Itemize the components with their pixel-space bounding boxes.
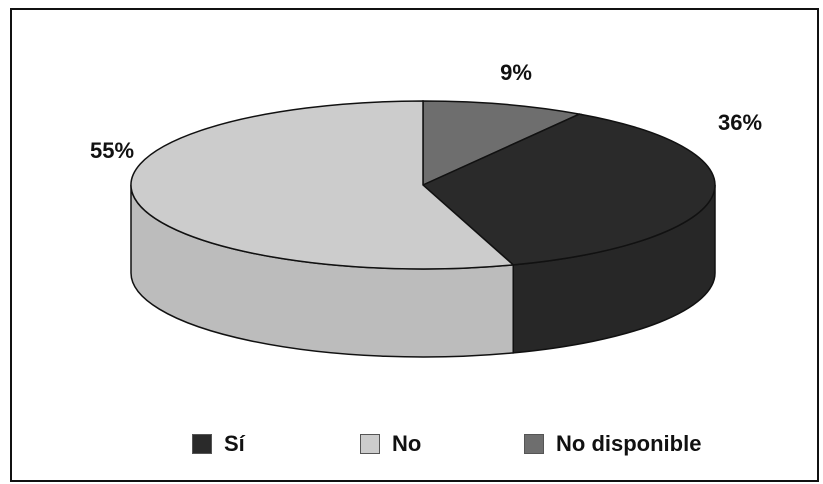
data-label-si: 36% — [718, 110, 762, 135]
pie-chart: 9% 36% 55% — [90, 60, 762, 358]
legend-swatch-no — [360, 434, 380, 454]
pie-slice-no — [130, 100, 516, 270]
legend-label-no: No — [392, 431, 422, 456]
legend: Sí No No disponible — [12, 428, 821, 460]
legend-swatch-no-disponible — [524, 434, 544, 454]
legend-item-si: Sí — [192, 428, 245, 460]
legend-label-no-disponible: No disponible — [556, 431, 702, 456]
legend-item-no: No — [360, 428, 421, 460]
pie-slice-no-disponible — [422, 100, 582, 187]
data-label-no: 55% — [90, 138, 134, 163]
legend-item-no-disponible: No disponible — [524, 428, 701, 460]
data-label-no-disponible: 9% — [500, 60, 532, 85]
chart-frame: 9% 36% 55% Sí No No disponible — [10, 8, 819, 482]
legend-label-si: Sí — [224, 431, 245, 456]
legend-swatch-si — [192, 434, 212, 454]
pie-slice-si — [421, 113, 716, 266]
